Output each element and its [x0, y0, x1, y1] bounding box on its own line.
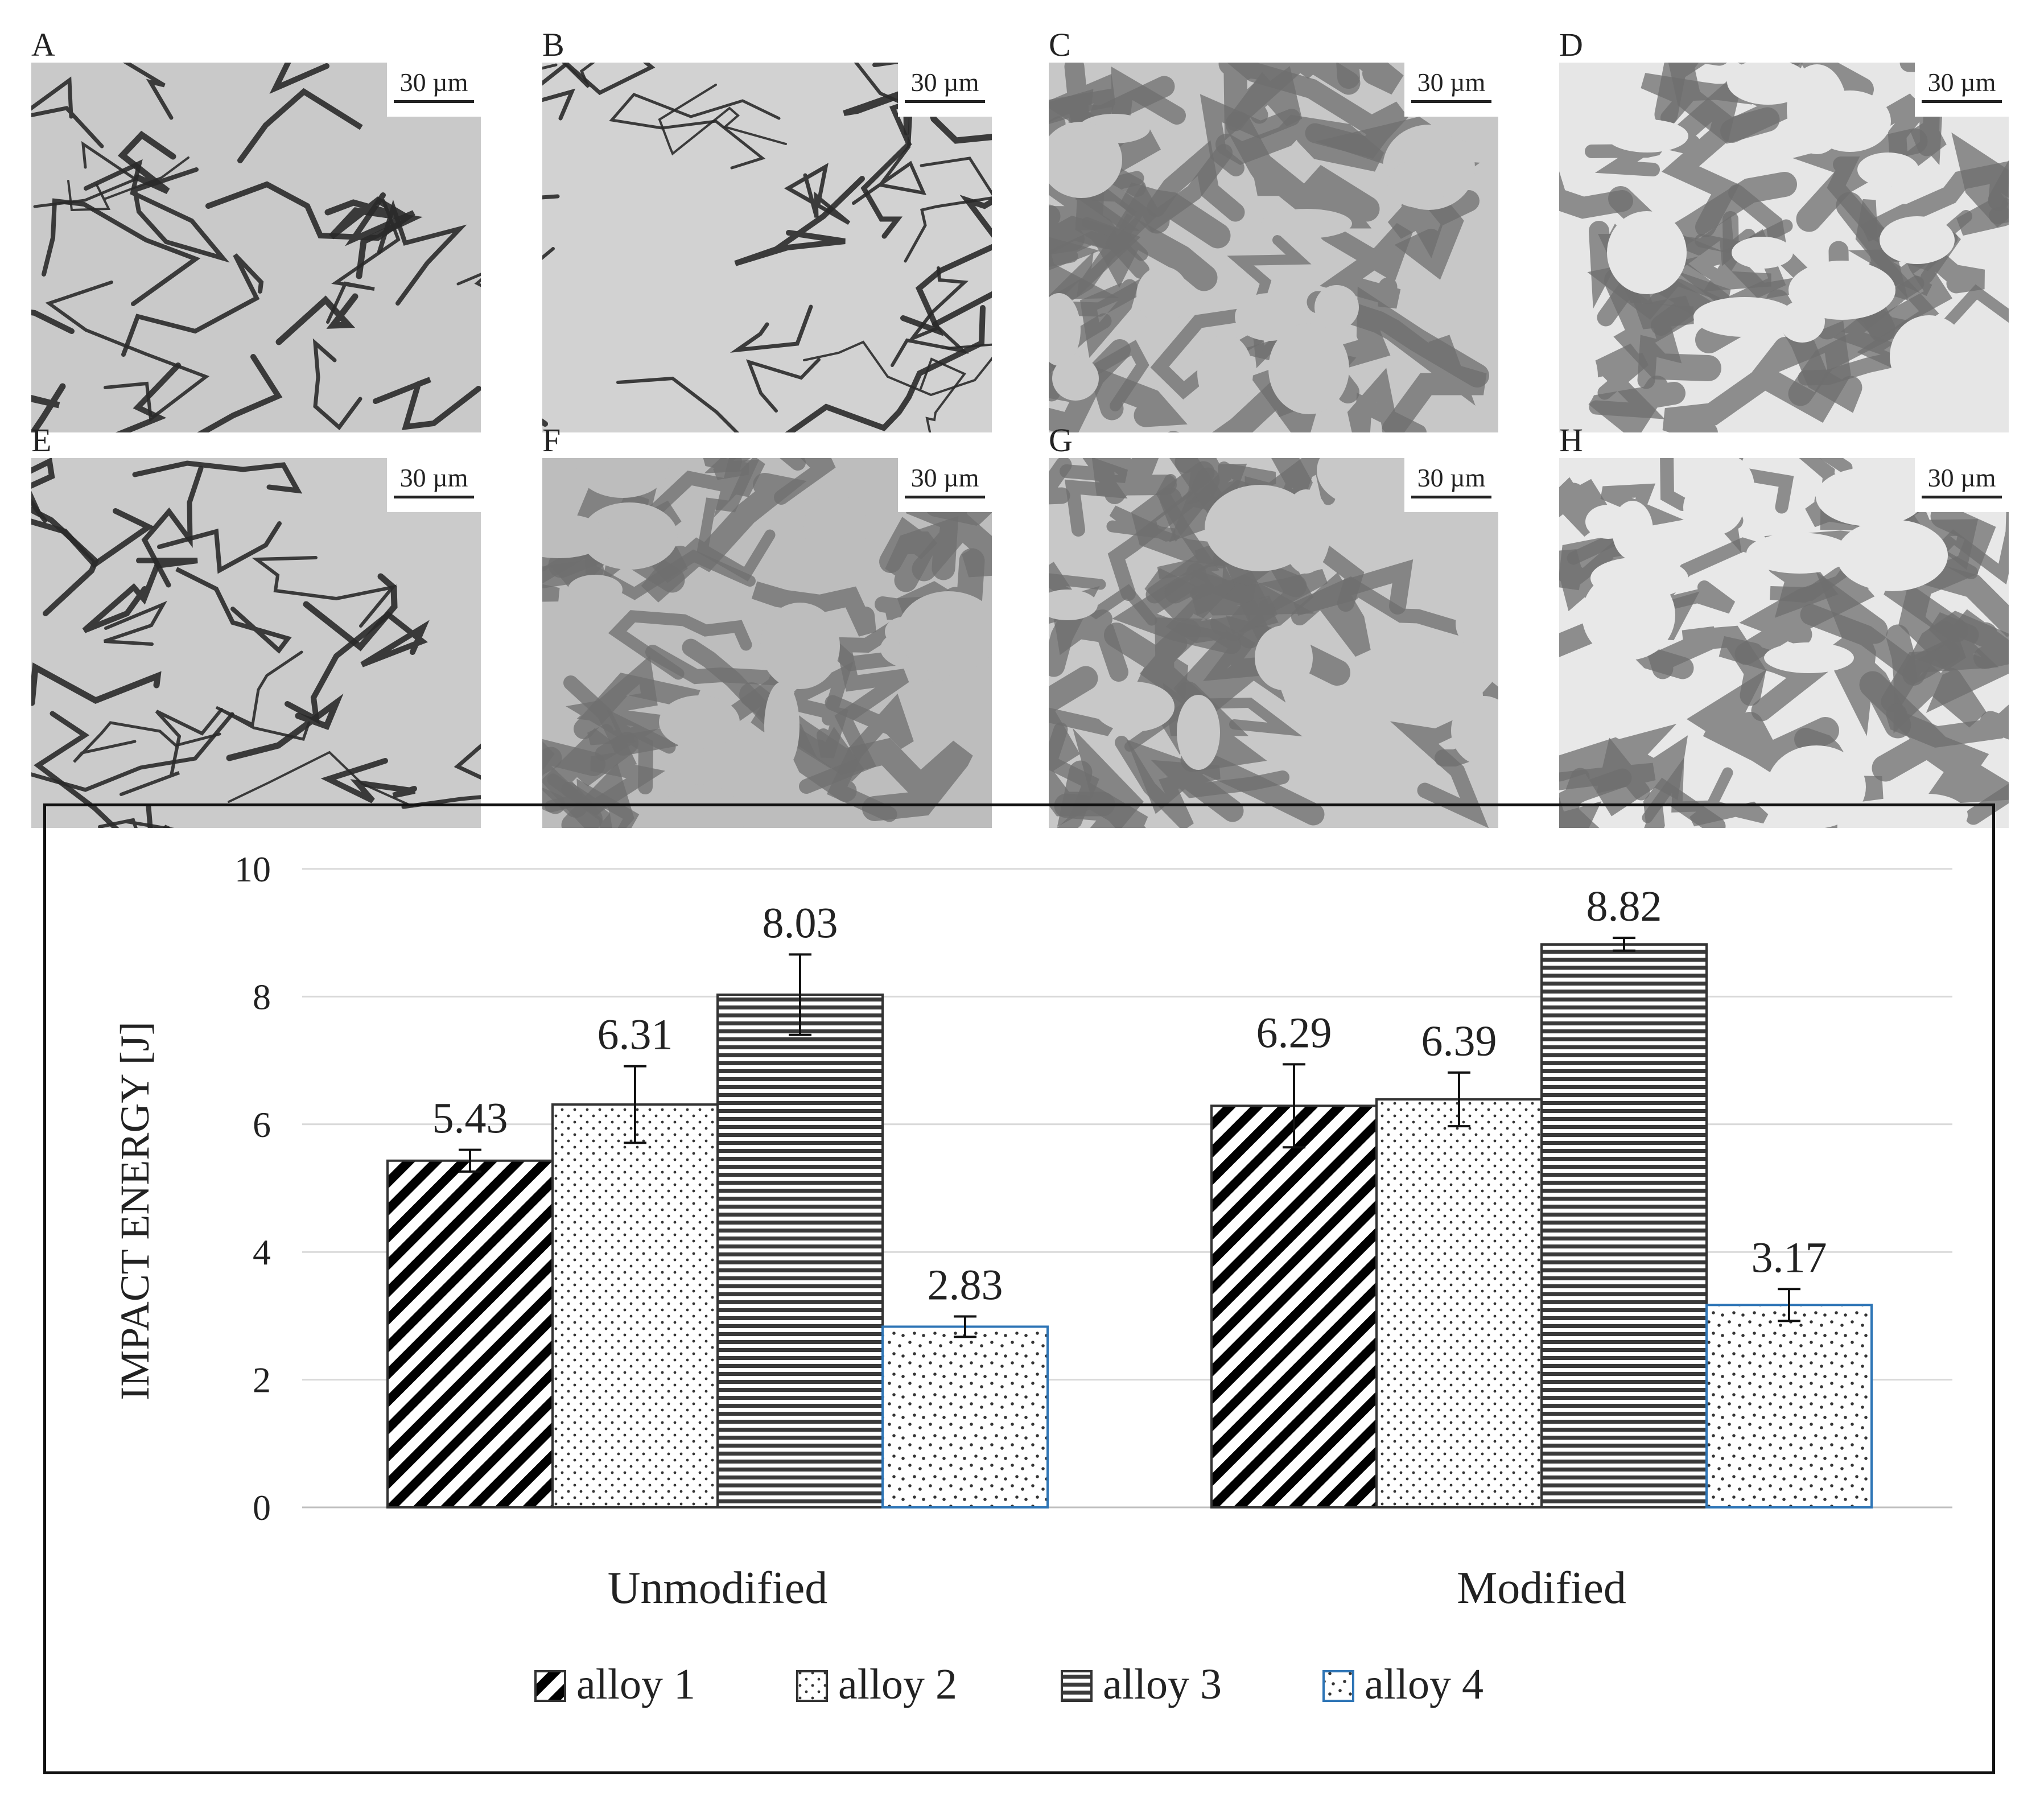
micrograph-image: [1559, 458, 2009, 828]
bar: [1705, 1304, 1873, 1509]
y-tick-label: 0: [253, 1487, 271, 1528]
y-tick-label: 4: [253, 1232, 271, 1272]
micrograph-image: [31, 63, 481, 432]
micrograph-image: [31, 458, 481, 828]
scale-bar: 30 µm: [1404, 63, 1498, 117]
legend-entry: alloy 4: [1365, 1660, 1483, 1708]
data-label: 3.17: [1752, 1234, 1827, 1281]
bar: [1375, 1098, 1543, 1509]
scale-bar-line: [1922, 100, 2002, 103]
scale-bar: 30 µm: [898, 63, 992, 117]
micrograph-image: [1049, 458, 1498, 828]
micrograph-image: [1049, 63, 1498, 432]
scale-bar-line: [1411, 100, 1491, 103]
data-label: 8.03: [763, 899, 838, 947]
scale-bar-label: 30 µm: [910, 68, 979, 97]
panel-letter: G: [1049, 422, 1073, 459]
micrograph-image: [542, 458, 992, 828]
chart-svg: 0 2 4 6 8 10 IMPACT ENERGY [J] 5.43 6.29 6.31 6.39…: [112, 849, 1952, 1708]
scale-bar-label: 30 µm: [1417, 463, 1486, 492]
data-label: 2.83: [928, 1262, 1003, 1309]
scale-bar-line: [1411, 496, 1491, 498]
panel-letter: H: [1559, 422, 1583, 459]
bar: [386, 1159, 554, 1509]
scale-bar-label: 30 µm: [399, 463, 468, 492]
legend-entry: alloy 2: [838, 1660, 957, 1708]
scale-bar-line: [394, 496, 474, 498]
scale-bar: 30 µm: [898, 458, 992, 512]
data-label: 6.29: [1256, 1009, 1332, 1057]
scale-bar-label: 30 µm: [910, 463, 979, 492]
y-tick-label: 8: [253, 976, 271, 1017]
scale-bar-line: [1922, 496, 2002, 498]
bar: [881, 1325, 1049, 1509]
scale-bar-label: 30 µm: [1927, 68, 1996, 97]
scale-bar-line: [905, 496, 985, 498]
panel-letter: E: [31, 422, 52, 459]
panel-letter: A: [31, 26, 55, 63]
legend-swatch: [1322, 1670, 1354, 1702]
bar: [716, 994, 884, 1509]
data-label: 6.39: [1421, 1017, 1497, 1065]
scale-bar: 30 µm: [1915, 63, 2009, 117]
micrograph-image: [1559, 63, 2009, 432]
scale-bar-line: [905, 100, 985, 103]
scale-bar-label: 30 µm: [1927, 463, 1996, 492]
legend-swatch: [1061, 1670, 1093, 1702]
panel-letter: D: [1559, 26, 1583, 63]
micrograph-image: [542, 63, 992, 432]
y-axis-label: IMPACT ENERGY [J]: [112, 1021, 158, 1400]
data-label: 8.82: [1586, 883, 1662, 930]
panel-letter: C: [1049, 26, 1071, 63]
scale-bar-label: 30 µm: [1417, 68, 1486, 97]
x-category-label: Unmodified: [608, 1563, 828, 1613]
legend-swatch: [796, 1670, 828, 1702]
panel-letter: B: [542, 26, 564, 63]
bar: [1540, 943, 1708, 1509]
bar: [551, 1103, 719, 1509]
impact-energy-chart: 0 2 4 6 8 10 IMPACT ENERGY [J] 5.43 6.29 6.31 6.39…: [43, 803, 1995, 1774]
panel-letter: F: [542, 422, 561, 459]
y-tick-label: 10: [234, 849, 271, 889]
scale-bar-label: 30 µm: [399, 68, 468, 97]
data-label: 6.31: [597, 1011, 673, 1059]
x-category-label: Modified: [1457, 1563, 1626, 1613]
y-tick-label: 2: [253, 1360, 271, 1400]
bar: [1210, 1104, 1378, 1509]
legend-entry: alloy 3: [1103, 1660, 1222, 1708]
legend-swatch: [534, 1670, 566, 1702]
legend-entry: alloy 1: [576, 1660, 695, 1708]
data-label: 5.43: [432, 1095, 508, 1143]
y-tick-label: 6: [253, 1104, 271, 1145]
scale-bar: 30 µm: [1915, 458, 2009, 512]
scale-bar: 30 µm: [1404, 458, 1498, 512]
scale-bar: 30 µm: [387, 63, 481, 117]
scale-bar-line: [394, 100, 474, 103]
scale-bar: 30 µm: [387, 458, 481, 512]
